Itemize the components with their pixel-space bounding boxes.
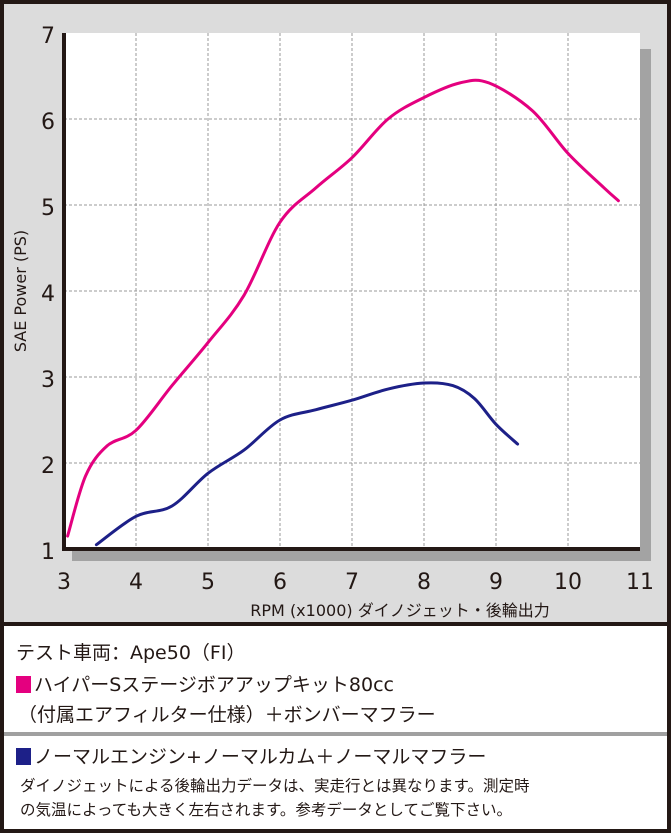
note-line-2: の気温によっても大きく左右されます。参考データとしてご覧下さい。	[20, 801, 512, 819]
y-tick-label: 4	[41, 282, 55, 307]
pink-swatch-icon	[16, 676, 31, 693]
y-tick-label: 5	[41, 196, 55, 221]
x-axis-label: RPM (x1000) ダイノジェット・後輪出力	[250, 601, 549, 620]
divider	[4, 732, 667, 736]
y-tick-label: 6	[41, 110, 55, 135]
x-tick-label: 8	[417, 570, 431, 595]
note-line-1: ダイノジェットによる後輪出力データは、実走行とは異なります。測定時	[20, 777, 530, 795]
x-tick-label: 10	[554, 570, 582, 595]
chart-area: 3 4 5 6 7 8 9 10 11 1 2 3 4 5 6 7 RPM (x1000) ダイノジェット・後…	[4, 4, 667, 626]
x-tick-label: 6	[273, 570, 287, 595]
y-tick-label: 7	[41, 24, 55, 49]
x-tick-label: 4	[129, 570, 143, 595]
y-tick-label: 2	[41, 454, 55, 479]
x-tick-label: 9	[489, 570, 503, 595]
legend-label: ハイパーSステージボアアップキット80cc	[34, 674, 394, 696]
blue-swatch-icon	[16, 748, 31, 765]
x-tick-label: 3	[57, 570, 71, 595]
x-tick-label: 7	[345, 570, 359, 595]
test-vehicle: テスト車両：Ape50（FI）	[16, 642, 246, 664]
legend-item-bore-up: ハイパーSステージボアアップキット80cc	[16, 670, 394, 697]
y-tick-label: 1	[41, 540, 55, 565]
series-line-normal	[94, 381, 520, 547]
legend-label: ノーマルエンジン+ノーマルカム＋ノーマルマフラー	[34, 746, 487, 768]
y-tick-label: 3	[41, 368, 55, 393]
legend-item-normal: ノーマルエンジン+ノーマルカム＋ノーマルマフラー	[16, 742, 486, 769]
series-line-bore-up	[66, 78, 620, 538]
y-axis-label: SAE Power (PS)	[11, 230, 30, 352]
x-tick-label: 11	[626, 570, 654, 595]
legend-item-bore-up-cont: （付属エアフィルター仕様）＋ボンバーマフラー	[18, 704, 436, 726]
x-tick-label: 5	[201, 570, 215, 595]
